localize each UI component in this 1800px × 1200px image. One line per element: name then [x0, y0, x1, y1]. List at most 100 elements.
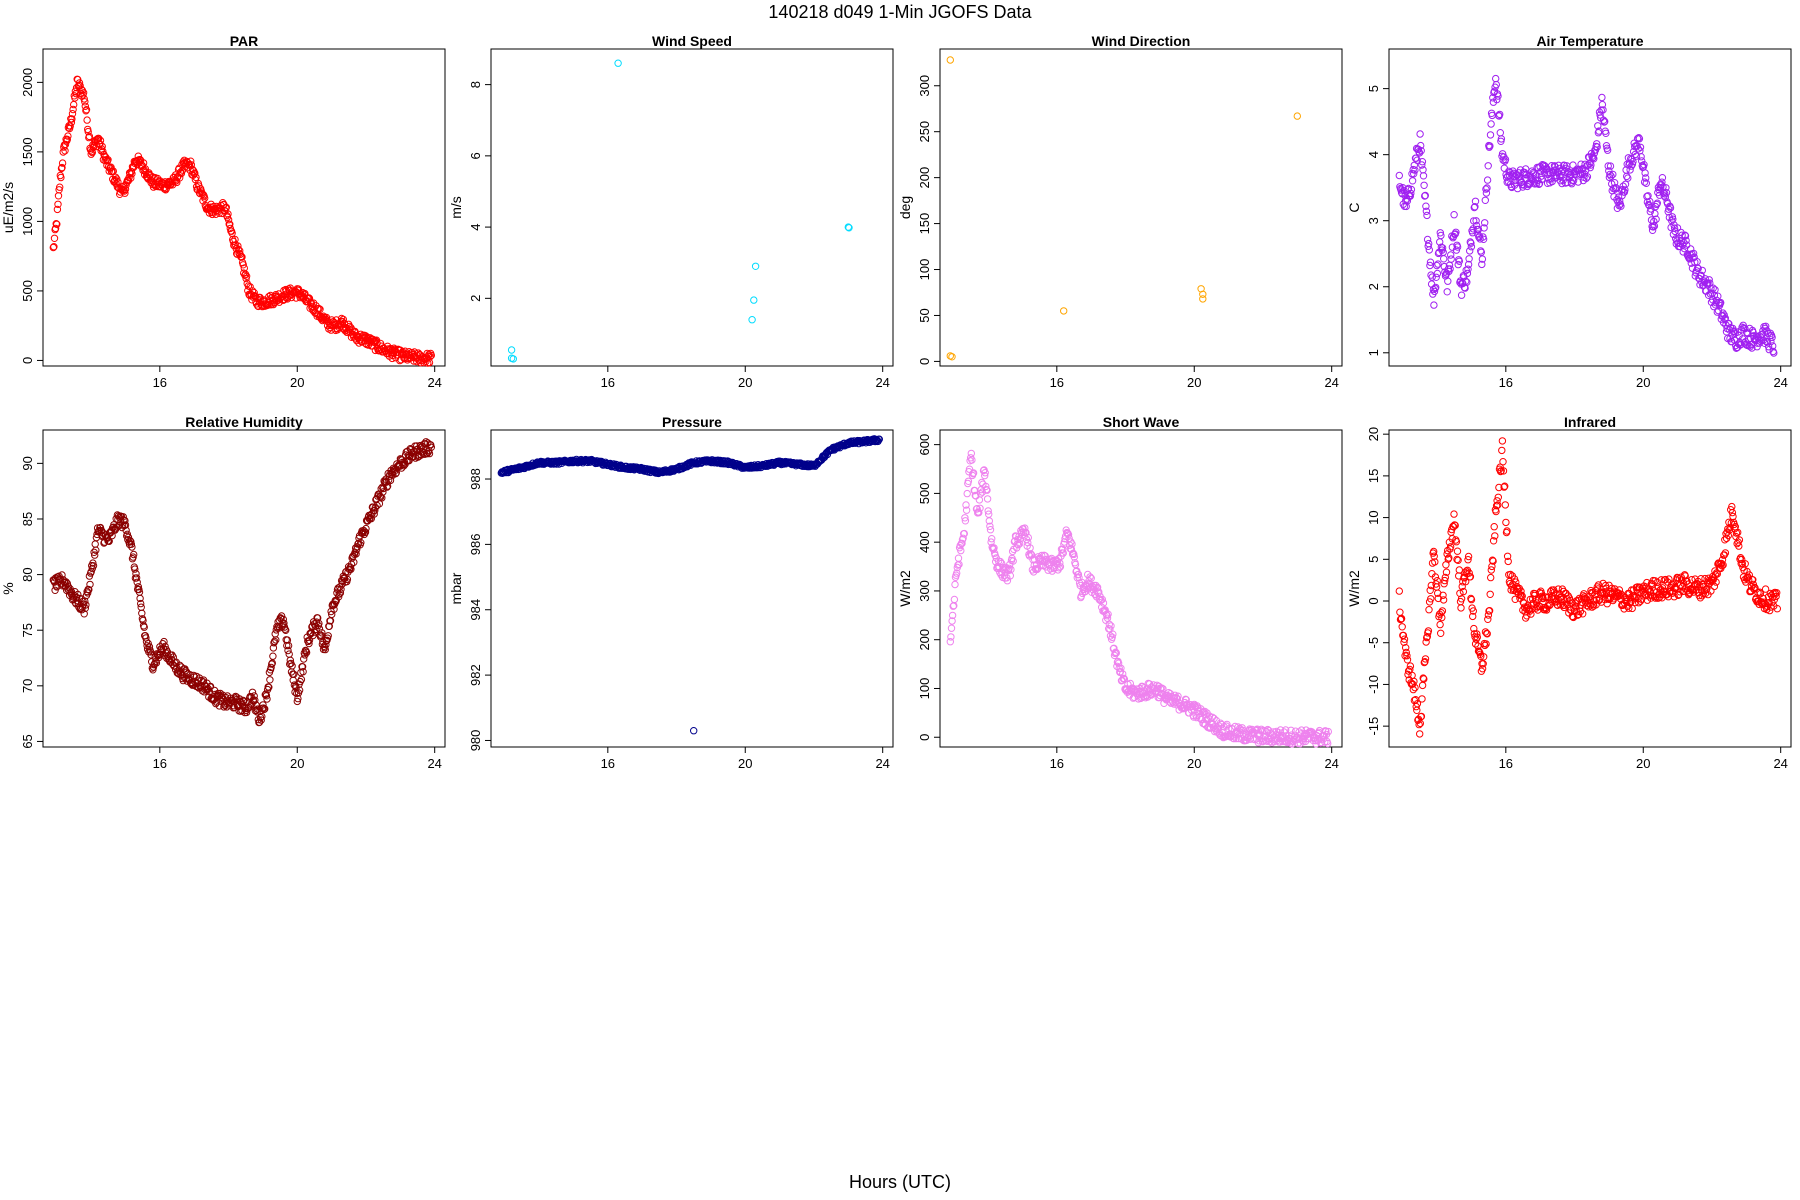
data-point — [1527, 610, 1535, 618]
data-point — [282, 626, 290, 634]
data-point — [1603, 146, 1612, 154]
data-point — [160, 637, 168, 646]
data-point — [1641, 587, 1649, 595]
data-point — [131, 565, 139, 573]
data-point — [1598, 589, 1607, 597]
data-point — [1395, 171, 1404, 180]
data-point — [134, 583, 143, 591]
data-point — [248, 688, 257, 696]
y-tick-label: 1500 — [20, 137, 35, 166]
data-point — [948, 617, 956, 625]
data-point — [177, 169, 186, 178]
data-point — [1087, 574, 1095, 582]
data-point — [1653, 199, 1662, 207]
data-point — [1654, 594, 1662, 602]
data-point — [1446, 543, 1455, 551]
data-point — [983, 486, 991, 494]
x-tick-label: 16 — [1499, 375, 1513, 390]
data-point — [1719, 318, 1728, 327]
data-point — [1658, 178, 1666, 186]
data-point — [361, 528, 370, 536]
data-point — [91, 551, 99, 559]
data-point — [1433, 577, 1441, 585]
data-point — [1724, 531, 1733, 540]
data-point — [1647, 205, 1655, 213]
data-point — [1623, 172, 1631, 181]
data-point — [955, 560, 963, 569]
data-point — [234, 242, 242, 250]
data-point — [64, 132, 72, 140]
data-point — [1108, 633, 1116, 641]
panel-pressure: Pressure mbar 16 20 24 980 982 984 986 988 — [448, 414, 894, 771]
data-point — [324, 632, 332, 640]
data-point — [1710, 582, 1719, 591]
data-point — [252, 701, 260, 709]
data-point — [1512, 578, 1520, 586]
data-point — [1410, 170, 1418, 178]
data-point — [140, 623, 148, 631]
data-point — [283, 636, 292, 644]
data-point — [1702, 585, 1710, 594]
data-point — [1766, 606, 1774, 615]
data-point — [1478, 255, 1487, 263]
data-point — [845, 224, 853, 232]
data-point — [1648, 226, 1657, 235]
data-point — [1491, 532, 1499, 540]
data-point — [1644, 592, 1653, 600]
panel-wind-direction: Wind Direction deg 16 20 24 0 50 100 150 200 250 30… — [897, 33, 1343, 390]
data-point — [1601, 117, 1609, 126]
data-point — [1609, 170, 1617, 179]
y-tick-label: -15 — [1366, 717, 1381, 736]
data-point — [986, 522, 994, 530]
data-point — [1112, 649, 1121, 657]
data-point — [1419, 674, 1427, 682]
data-point — [982, 485, 991, 494]
y-tick-label: 50 — [917, 308, 932, 322]
y-tick-label: 0 — [20, 357, 35, 364]
data-point — [1717, 298, 1725, 307]
data-point — [1670, 224, 1679, 232]
data-point — [427, 351, 435, 360]
x-tick-label: 24 — [427, 756, 441, 771]
data-point — [1493, 497, 1501, 505]
data-point — [1109, 630, 1117, 638]
data-point — [1119, 670, 1127, 678]
data-point — [1769, 342, 1777, 350]
data-point — [1470, 624, 1478, 633]
y-tick-label: 100 — [917, 259, 932, 281]
data-point — [49, 243, 57, 252]
data-point — [1719, 561, 1727, 569]
data-point — [1466, 573, 1475, 581]
data-point — [89, 559, 97, 567]
data-point — [1632, 152, 1641, 160]
y-tick-label: 8 — [468, 81, 483, 88]
data-point — [1492, 74, 1500, 83]
data-point — [1705, 276, 1713, 284]
data-point — [1322, 727, 1330, 736]
data-point — [136, 594, 144, 603]
data-point — [229, 237, 238, 246]
data-point — [61, 140, 70, 149]
data-point — [1483, 630, 1491, 638]
data-point — [293, 697, 301, 706]
data-point — [957, 546, 965, 555]
data-point — [1009, 557, 1017, 565]
data-point — [1074, 570, 1083, 579]
data-point — [1628, 604, 1636, 613]
data-point — [231, 235, 239, 244]
data-point — [1729, 512, 1737, 521]
data-point — [67, 118, 76, 127]
data-point — [272, 636, 280, 644]
data-point — [1606, 170, 1614, 179]
data-point — [1397, 186, 1405, 194]
data-point — [1182, 696, 1190, 704]
data-point — [1041, 552, 1049, 560]
data-point — [987, 538, 995, 546]
panel-title: PAR — [230, 33, 259, 49]
data-point — [1411, 683, 1419, 692]
data-point — [986, 526, 995, 534]
data-point — [1647, 594, 1655, 602]
data-point — [1406, 662, 1415, 670]
x-tick-label: 24 — [1773, 375, 1787, 390]
data-point — [1694, 264, 1702, 273]
